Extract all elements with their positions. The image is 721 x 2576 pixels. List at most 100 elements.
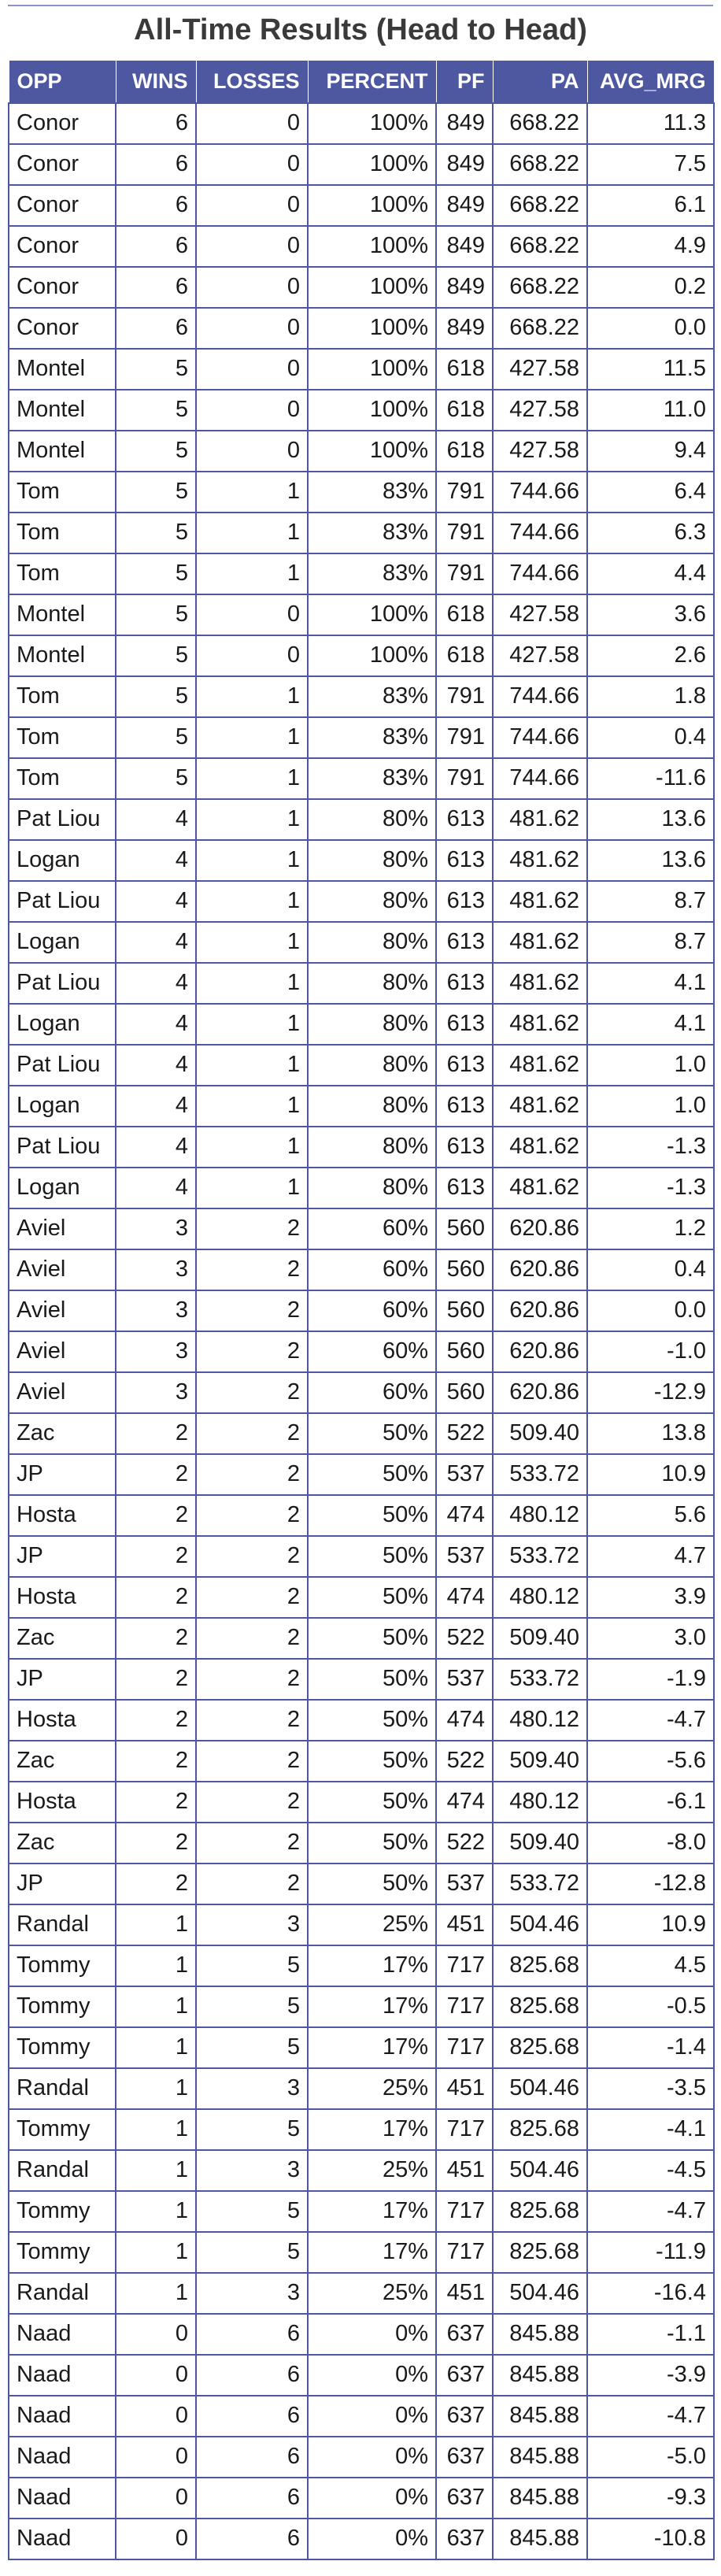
avg-mrg-cell: -9.3 — [586, 2476, 715, 2519]
wins-cell: 3 — [115, 1371, 197, 1414]
losses-cell: 2 — [195, 1698, 309, 1741]
pa-cell: 427.58 — [492, 429, 588, 472]
losses-cell: 5 — [195, 2026, 309, 2069]
avg-mrg-cell: 4.7 — [586, 1534, 715, 1578]
wins-cell: 2 — [115, 1657, 197, 1701]
table-row: Tom 5 1 83% 791 744.66 6.3 — [8, 511, 715, 554]
percent-cell: 100% — [307, 634, 437, 677]
percent-cell: 0% — [307, 2353, 437, 2396]
wins-cell: 1 — [115, 2189, 197, 2233]
pf-cell: 613 — [435, 1084, 494, 1127]
wins-cell: 1 — [115, 1944, 197, 1987]
opp-cell: Tom — [8, 511, 116, 554]
losses-cell: 1 — [195, 1043, 309, 1086]
table-row: Logan 4 1 80% 613 481.62 8.7 — [8, 920, 715, 964]
wins-cell: 5 — [115, 593, 197, 636]
percent-cell: 25% — [307, 2067, 437, 2110]
losses-cell: 0 — [195, 347, 309, 390]
wins-cell: 6 — [115, 102, 197, 145]
pf-cell: 618 — [435, 429, 494, 472]
pf-cell: 637 — [435, 2517, 494, 2560]
table-row: Pat Liou 4 1 80% 613 481.62 -1.3 — [8, 1125, 715, 1168]
opp-cell: Tommy — [8, 1944, 116, 1987]
opp-cell: Logan — [8, 1084, 116, 1127]
pf-cell: 791 — [435, 470, 494, 513]
opp-cell: Tommy — [8, 2026, 116, 2069]
pa-cell: 427.58 — [492, 388, 588, 431]
pa-cell: 504.46 — [492, 2271, 588, 2315]
pf-cell: 537 — [435, 1862, 494, 1905]
opp-cell: Pat Liou — [8, 798, 116, 841]
pa-cell: 825.68 — [492, 2230, 588, 2274]
losses-cell: 2 — [195, 1575, 309, 1619]
losses-cell: 0 — [195, 142, 309, 186]
wins-cell: 0 — [115, 2476, 197, 2519]
opp-cell: JP — [8, 1657, 116, 1701]
pa-cell: 825.68 — [492, 2108, 588, 2151]
opp-cell: Zac — [8, 1739, 116, 1782]
opp-cell: JP — [8, 1862, 116, 1905]
opp-cell: Aviel — [8, 1289, 116, 1332]
avg-mrg-cell: -4.5 — [586, 2149, 715, 2192]
losses-cell: 1 — [195, 798, 309, 841]
pa-cell: 481.62 — [492, 961, 588, 1005]
wins-cell: 2 — [115, 1412, 197, 1455]
pa-cell: 481.62 — [492, 1166, 588, 1209]
table-row: Montel 5 0 100% 618 427.58 9.4 — [8, 429, 715, 472]
avg-mrg-cell: 8.7 — [586, 920, 715, 964]
opp-cell: Conor — [8, 102, 116, 145]
table-row: Aviel 3 2 60% 560 620.86 -1.0 — [8, 1330, 715, 1373]
opp-cell: Tommy — [8, 2230, 116, 2274]
avg-mrg-cell: -12.8 — [586, 1862, 715, 1905]
pf-cell: 717 — [435, 1985, 494, 2028]
avg-mrg-cell: -1.4 — [586, 2026, 715, 2069]
pf-cell: 791 — [435, 757, 494, 800]
pf-cell: 474 — [435, 1698, 494, 1741]
table-row: Tom 5 1 83% 791 744.66 4.4 — [8, 552, 715, 595]
percent-cell: 60% — [307, 1207, 437, 1250]
wins-cell: 4 — [115, 920, 197, 964]
wins-cell: 6 — [115, 224, 197, 268]
pf-cell: 791 — [435, 552, 494, 595]
table-row: Naad 0 6 0% 637 845.88 -1.1 — [8, 2312, 715, 2356]
percent-cell: 50% — [307, 1534, 437, 1578]
avg-mrg-cell: -11.6 — [586, 757, 715, 800]
avg-mrg-cell: 8.7 — [586, 879, 715, 923]
opp-cell: Naad — [8, 2517, 116, 2560]
pa-cell: 509.40 — [492, 1412, 588, 1455]
opp-cell: Tom — [8, 552, 116, 595]
pa-cell: 481.62 — [492, 879, 588, 923]
column-header-losses: LOSSES — [195, 60, 309, 103]
pa-cell: 427.58 — [492, 634, 588, 677]
wins-cell: 0 — [115, 2353, 197, 2396]
pa-cell: 668.22 — [492, 224, 588, 268]
opp-cell: Logan — [8, 1166, 116, 1209]
wins-cell: 3 — [115, 1289, 197, 1332]
pa-cell: 481.62 — [492, 1125, 588, 1168]
percent-cell: 0% — [307, 2476, 437, 2519]
opp-cell: Conor — [8, 224, 116, 268]
percent-cell: 50% — [307, 1862, 437, 1905]
wins-cell: 1 — [115, 2230, 197, 2274]
table-row: Pat Liou 4 1 80% 613 481.62 13.6 — [8, 798, 715, 841]
pa-cell: 480.12 — [492, 1493, 588, 1537]
pf-cell: 537 — [435, 1657, 494, 1701]
pa-cell: 668.22 — [492, 265, 588, 309]
losses-cell: 2 — [195, 1371, 309, 1414]
opp-cell: Hosta — [8, 1575, 116, 1619]
losses-cell: 2 — [195, 1616, 309, 1660]
pf-cell: 637 — [435, 2312, 494, 2356]
avg-mrg-cell: 9.4 — [586, 429, 715, 472]
pf-cell: 849 — [435, 265, 494, 309]
avg-mrg-cell: -4.7 — [586, 1698, 715, 1741]
pa-cell: 825.68 — [492, 1944, 588, 1987]
percent-cell: 17% — [307, 2108, 437, 2151]
column-header-pa: PA — [492, 60, 588, 103]
pf-cell: 717 — [435, 2189, 494, 2233]
losses-cell: 6 — [195, 2517, 309, 2560]
losses-cell: 2 — [195, 1412, 309, 1455]
percent-cell: 0% — [307, 2394, 437, 2437]
percent-cell: 0% — [307, 2517, 437, 2560]
table-row: Naad 0 6 0% 637 845.88 -9.3 — [8, 2476, 715, 2519]
pa-cell: 744.66 — [492, 552, 588, 595]
